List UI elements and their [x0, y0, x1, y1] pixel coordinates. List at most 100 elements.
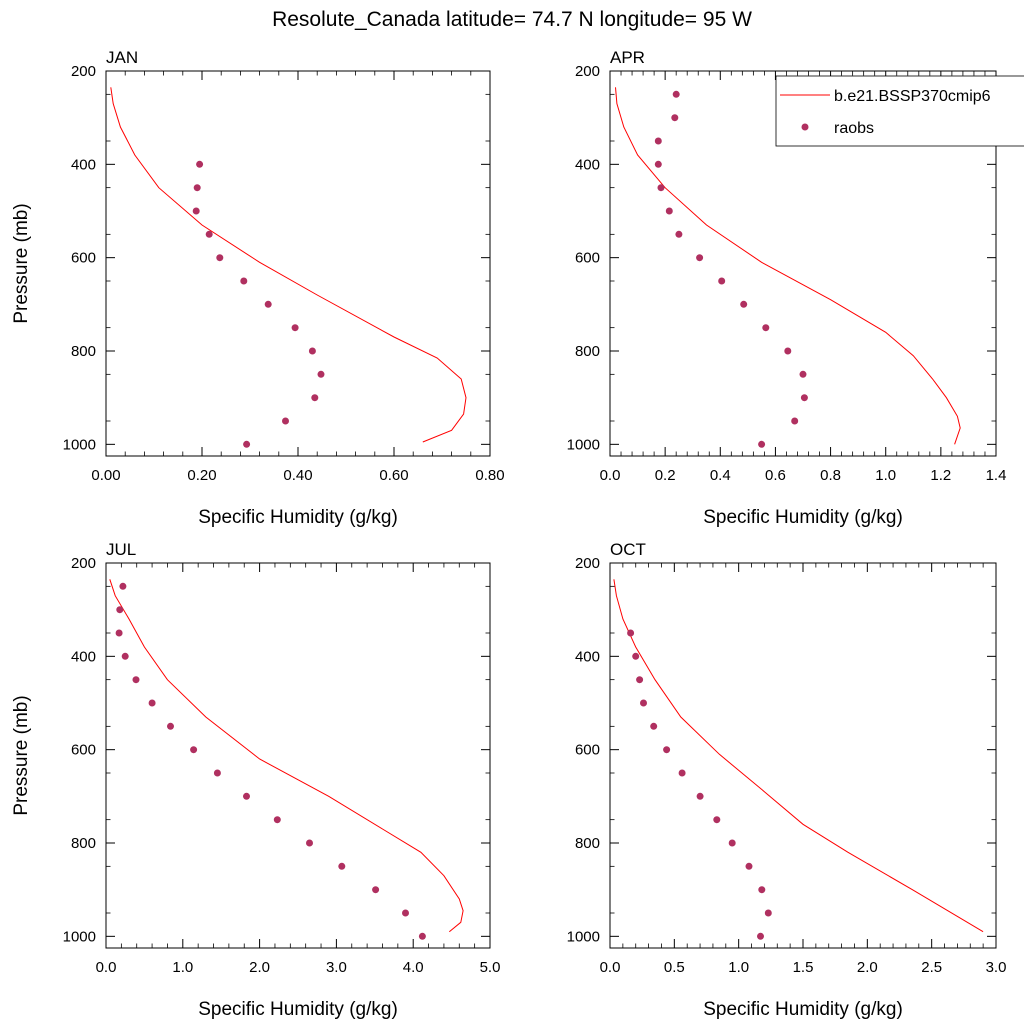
y-tick-label: 400 — [71, 648, 96, 665]
obs-point — [657, 184, 665, 192]
x-tick-label: 0.80 — [475, 467, 504, 484]
y-tick-label: 800 — [71, 835, 96, 852]
x-tick-label: 0.40 — [283, 467, 312, 484]
plot-frame — [609, 70, 997, 457]
y-tick-label: 200 — [575, 555, 600, 572]
obs-point — [758, 440, 766, 448]
obs-point — [372, 886, 380, 894]
x-tick-label: 2.0 — [857, 959, 878, 976]
obs-point — [243, 792, 250, 800]
obs-point — [800, 394, 808, 402]
obs-point — [764, 909, 772, 917]
legend-model-label: b.e21.BSSP370cmip6 — [834, 88, 991, 105]
obs-point — [148, 699, 156, 707]
obs-point — [213, 769, 221, 777]
y-tick-label: 400 — [71, 156, 96, 173]
obs-point — [317, 370, 325, 378]
plot-frame — [105, 562, 491, 949]
obs-point — [119, 582, 127, 590]
x-tick-label: 0.60 — [379, 467, 408, 484]
obs-point — [216, 254, 224, 262]
obs-point — [418, 932, 426, 940]
model-series-line — [613, 579, 984, 933]
y-axis-title: Pressure (mb) — [11, 203, 32, 323]
x-tick-label: 3.0 — [326, 959, 347, 976]
obs-point — [116, 606, 124, 614]
x-tick-label: 1.2 — [930, 467, 951, 484]
y-tick-label: 400 — [575, 156, 600, 173]
obs-point — [740, 300, 748, 308]
obs-point — [627, 629, 635, 637]
y-tick-label: 800 — [71, 343, 96, 360]
obs-point — [167, 722, 174, 730]
obs-point — [654, 160, 662, 168]
y-tick-label: 800 — [575, 835, 600, 852]
obs-point — [799, 370, 807, 378]
x-tick-label: 0.8 — [820, 467, 841, 484]
obs-point — [758, 886, 766, 894]
x-tick-label: 0.00 — [91, 467, 120, 484]
obs-point — [282, 417, 289, 425]
obs-point — [671, 114, 679, 122]
y-tick-label: 1000 — [567, 436, 600, 453]
obs-point — [240, 277, 248, 285]
obs-point — [665, 207, 673, 215]
y-tick-label: 600 — [575, 250, 600, 267]
model-series-line — [109, 579, 464, 933]
x-tick-label: 0.0 — [96, 959, 117, 976]
obs-point — [205, 230, 213, 238]
obs-point — [193, 184, 201, 192]
obs-point — [273, 816, 281, 824]
obs-point — [745, 862, 753, 870]
obs-point — [675, 230, 683, 238]
x-tick-label: 0.5 — [664, 959, 685, 976]
obs-point — [132, 676, 140, 684]
panel-label: APR — [610, 48, 645, 67]
figure-title: Resolute_Canada latitude= 74.7 N longitu… — [272, 8, 752, 31]
x-tick-label: 2.0 — [249, 959, 270, 976]
panel-label: JUL — [106, 540, 136, 559]
x-axis-title: Specific Humidity (g/kg) — [703, 999, 903, 1020]
x-tick-label: 2.5 — [921, 959, 942, 976]
obs-point — [632, 652, 640, 660]
y-tick-label: 1000 — [63, 928, 96, 945]
legend-obs-marker — [801, 123, 809, 131]
y-tick-label: 200 — [71, 63, 96, 80]
y-tick-label: 600 — [71, 742, 96, 759]
x-axis-title: Specific Humidity (g/kg) — [703, 507, 903, 528]
obs-point — [663, 746, 671, 754]
obs-point — [728, 839, 736, 847]
obs-point — [636, 676, 644, 684]
y-tick-label: 200 — [575, 63, 600, 80]
obs-point — [121, 652, 129, 660]
x-tick-label: 3.0 — [986, 959, 1007, 976]
obs-point — [757, 932, 764, 940]
obs-point — [784, 347, 792, 355]
y-tick-label: 600 — [71, 250, 96, 267]
x-axis-title: Specific Humidity (g/kg) — [198, 999, 398, 1020]
obs-point — [696, 792, 704, 800]
obs-point — [306, 839, 313, 847]
legend-box — [775, 75, 1024, 147]
x-tick-label: 0.20 — [187, 467, 216, 484]
y-tick-label: 400 — [575, 648, 600, 665]
obs-point — [640, 699, 647, 707]
panel-apr: APR 0.0 0.2 0.4 0.6 0.8 1.0 1.2 1.4 200 400 600 800 1… — [567, 48, 1007, 528]
obs-point — [243, 440, 251, 448]
model-series-line — [110, 87, 467, 443]
panel-jul: JUL 0.0 1.0 2.0 3.0 4.0 5.0 200 400 600 800 1000 Spe… — [11, 540, 500, 1020]
obs-point — [678, 769, 686, 777]
y-tick-label: 600 — [575, 742, 600, 759]
obs-point — [196, 160, 204, 168]
obs-point — [654, 137, 662, 145]
x-tick-label: 4.0 — [403, 959, 424, 976]
obs-point — [791, 417, 799, 425]
x-tick-label: 5.0 — [480, 959, 501, 976]
obs-point — [264, 300, 272, 308]
obs-point — [762, 324, 770, 332]
x-tick-label: 1.0 — [875, 467, 896, 484]
obs-point — [190, 746, 198, 754]
x-tick-label: 1.0 — [728, 959, 749, 976]
legend: b.e21.BSSP370cmip6 raobs — [775, 75, 1024, 147]
